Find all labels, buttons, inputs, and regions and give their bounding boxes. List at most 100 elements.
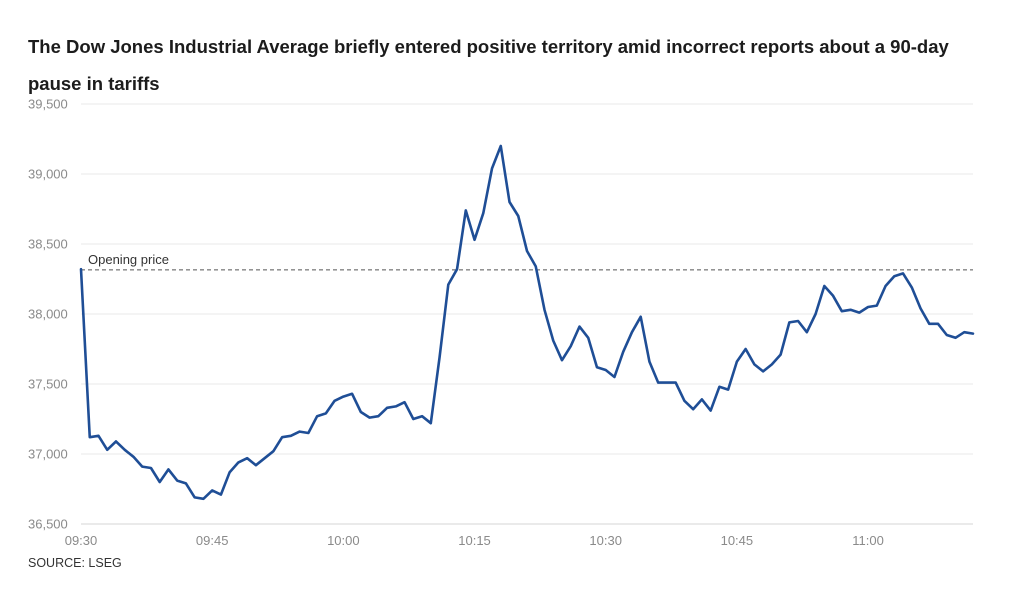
gridlines [81, 103, 973, 455]
data-point [630, 331, 633, 334]
y-tick-label: 39,000 [28, 167, 68, 182]
x-tick-label: 09:30 [65, 533, 98, 548]
data-point [639, 315, 642, 318]
data-point [534, 265, 537, 268]
x-tick-label: 10:30 [589, 533, 622, 548]
data-point [106, 448, 109, 451]
data-point [149, 466, 152, 469]
data-point [858, 311, 861, 314]
data-point [429, 422, 432, 425]
data-point [709, 409, 712, 412]
x-tick-label: 11:00 [852, 533, 884, 548]
data-point [613, 375, 616, 378]
data-point [928, 322, 931, 325]
data-point [123, 448, 126, 451]
data-point [770, 363, 773, 366]
chart-title: The Dow Jones Industrial Average briefly… [28, 36, 949, 94]
data-point [727, 388, 730, 391]
data-point [272, 450, 275, 453]
data-point [316, 415, 319, 418]
data-point [141, 465, 144, 468]
data-point [114, 440, 117, 443]
data-point [490, 167, 493, 170]
data-point [412, 417, 415, 420]
data-point [823, 284, 826, 287]
data-point [324, 412, 327, 415]
data-point [762, 370, 765, 373]
data-point [936, 322, 939, 325]
data-point [455, 268, 458, 271]
data-point [954, 336, 957, 339]
data-point [945, 333, 948, 336]
data-point [508, 200, 511, 203]
data-point [420, 415, 423, 418]
data-point [744, 347, 747, 350]
y-tick-label: 37,500 [28, 377, 68, 392]
data-point [246, 457, 249, 460]
data-point [219, 493, 222, 496]
y-axis-tick-labels: 36,500 37,000 37,500 38,000 38,500 39,000 39,5… [28, 97, 68, 532]
data-point [569, 345, 572, 348]
data-point [254, 464, 257, 467]
data-point [97, 434, 100, 437]
x-tick-label: 10:00 [327, 533, 360, 548]
data-point [132, 455, 135, 458]
x-tick-label: 10:45 [721, 533, 754, 548]
data-point [849, 308, 852, 311]
data-point [797, 319, 800, 322]
y-tick-label: 37,000 [28, 447, 68, 462]
data-point [464, 209, 467, 212]
data-point [866, 305, 869, 308]
data-point [665, 381, 668, 384]
data-point [604, 368, 607, 371]
y-tick-label: 38,500 [28, 237, 68, 252]
data-point [473, 238, 476, 241]
data-point [202, 497, 205, 500]
data-point [403, 401, 406, 404]
y-tick-label: 36,500 [28, 517, 68, 532]
data-point [814, 312, 817, 315]
data-point [438, 356, 441, 359]
dow-jones-series-line [79, 144, 975, 501]
data-point [831, 294, 834, 297]
data-point [525, 249, 528, 252]
data-point [587, 336, 590, 339]
x-tick-label: 10:15 [458, 533, 491, 548]
data-points [79, 144, 974, 500]
data-point [805, 331, 808, 334]
data-point [560, 359, 563, 362]
data-point [482, 212, 485, 215]
data-point [228, 471, 231, 474]
data-point [971, 332, 974, 335]
data-point [718, 385, 721, 388]
data-point [674, 381, 677, 384]
data-point [88, 436, 91, 439]
data-point [700, 398, 703, 401]
data-point [901, 272, 904, 275]
data-point [622, 350, 625, 353]
data-point [176, 479, 179, 482]
data-point [263, 457, 266, 460]
data-point [447, 283, 450, 286]
data-point [211, 489, 214, 492]
data-point [377, 415, 380, 418]
data-point [184, 482, 187, 485]
data-point [167, 468, 170, 471]
data-point [779, 353, 782, 356]
data-point [158, 480, 161, 483]
data-point [342, 395, 345, 398]
data-point [359, 410, 362, 413]
data-point [281, 436, 284, 439]
data-point [193, 496, 196, 499]
data-point [788, 321, 791, 324]
data-point [648, 360, 651, 363]
data-point [595, 366, 598, 369]
data-point [394, 405, 397, 408]
data-point [79, 268, 82, 271]
data-point [884, 284, 887, 287]
y-tick-label: 39,500 [28, 97, 68, 112]
data-point [963, 331, 966, 334]
data-point [298, 430, 301, 433]
data-point [307, 431, 310, 434]
